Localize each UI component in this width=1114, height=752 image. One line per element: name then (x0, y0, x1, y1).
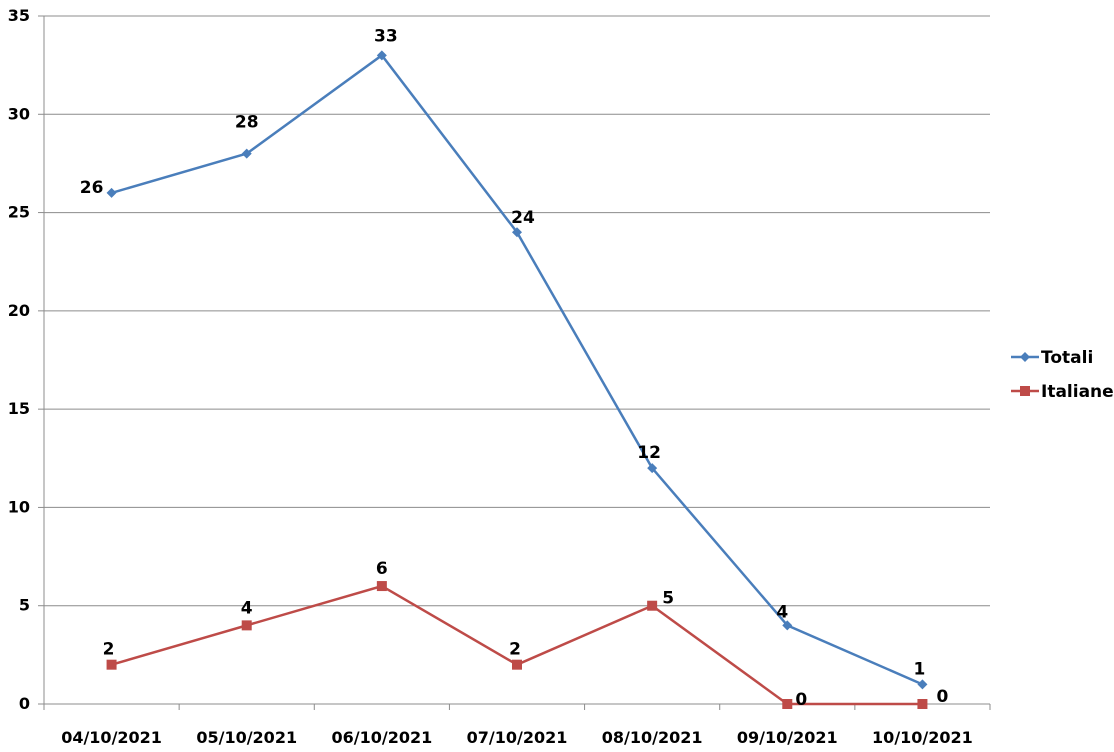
data-label: 1 (914, 659, 926, 679)
data-point-marker (106, 187, 117, 198)
series-line-totali (111, 54, 923, 686)
data-label: 0 (795, 690, 807, 710)
y-tick-label: 20 (8, 301, 30, 320)
data-label: 4 (241, 598, 253, 618)
legend-marker (1020, 386, 1030, 396)
series-markers (106, 50, 928, 709)
x-tick-label: 08/10/2021 (602, 728, 703, 747)
legend-marker (1020, 352, 1030, 362)
data-label: 28 (235, 113, 259, 133)
data-point-marker (376, 50, 387, 61)
data-label: 12 (637, 443, 661, 463)
y-tick-label: 0 (19, 694, 30, 713)
x-tick-label: 04/10/2021 (61, 728, 162, 747)
legend: Totali Italiane (1011, 348, 1114, 402)
y-tick-label: 35 (8, 6, 30, 25)
y-tick-label: 15 (8, 399, 30, 418)
data-point-marker (512, 227, 522, 238)
data-point-marker (241, 148, 252, 159)
x-tick-label: 05/10/2021 (196, 728, 297, 747)
data-point-marker (241, 620, 252, 631)
x-tick-label: 10/10/2021 (872, 728, 973, 747)
data-label: 4 (776, 602, 788, 622)
legend-label: Totali (1041, 348, 1093, 368)
x-tick-label: 09/10/2021 (737, 728, 838, 747)
data-label: 2 (509, 640, 521, 660)
legend-label: Italiane (1041, 382, 1114, 402)
data-label: 0 (937, 687, 949, 707)
data-point-marker (647, 463, 658, 474)
data-label: 24 (511, 208, 535, 228)
data-point-marker (917, 699, 928, 709)
data-label: 26 (80, 178, 104, 198)
data-label: 5 (662, 589, 674, 609)
y-tick-label: 10 (8, 497, 30, 516)
y-tick-label: 30 (8, 104, 30, 123)
x-tick-labels: 04/10/2021 05/10/2021 06/10/2021 07/10/2021… (61, 728, 973, 747)
data-point-marker (376, 581, 387, 592)
x-tick-label: 07/10/2021 (467, 728, 568, 747)
y-tick-label: 5 (19, 596, 30, 615)
y-tick-labels: 0 5 10 15 20 25 30 35 (8, 6, 30, 713)
gridlines (44, 15, 990, 607)
data-label: 6 (376, 559, 388, 579)
y-tick-label: 25 (8, 203, 30, 222)
data-label: 2 (103, 640, 115, 660)
x-tick-label: 06/10/2021 (331, 728, 432, 747)
data-point-marker (917, 679, 928, 690)
series-lines (111, 54, 923, 706)
data-label: 33 (374, 26, 398, 46)
data-point-marker (512, 659, 522, 670)
data-point-marker (782, 699, 793, 709)
data-point-marker (106, 659, 117, 670)
data-point-marker (782, 620, 793, 631)
data-point-marker (647, 600, 658, 611)
